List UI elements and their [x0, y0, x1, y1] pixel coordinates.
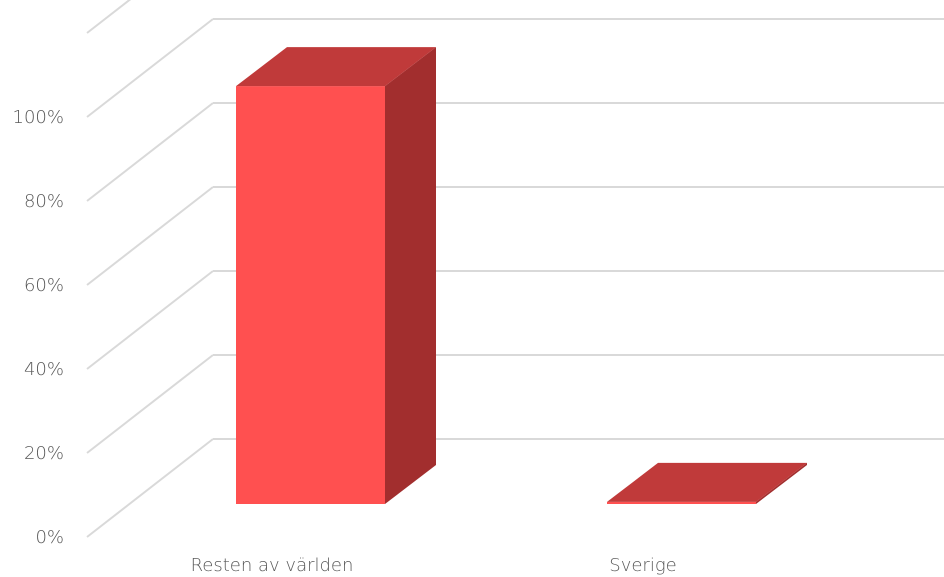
x-category-label: Sverige — [609, 555, 676, 576]
bar-side-face — [756, 462, 807, 504]
bar-top-face — [236, 47, 436, 87]
x-axis-categories: Resten av världen Sverige — [191, 555, 677, 576]
bar — [236, 47, 436, 504]
y-tick-label: 0% — [35, 527, 64, 548]
y-tick-label: 20% — [24, 443, 64, 464]
bar-top-face — [607, 462, 807, 502]
gridline — [86, 438, 944, 538]
y-tick-label: 100% — [13, 107, 64, 128]
gridline — [86, 0, 132, 34]
bar — [607, 462, 807, 504]
y-tick-label: 40% — [24, 359, 64, 380]
gridlines — [86, 0, 944, 538]
bar-front-face — [236, 86, 385, 504]
y-axis-ticks: 0% 20% 40% 60% 80% 100% — [13, 107, 64, 548]
bar-front-face — [607, 501, 756, 504]
y-tick-label: 80% — [24, 191, 64, 212]
gridline — [86, 18, 944, 118]
y-tick-label: 60% — [24, 275, 64, 296]
bars — [236, 47, 807, 504]
bar-side-face — [385, 47, 436, 504]
x-category-label: Resten av världen — [191, 555, 354, 576]
